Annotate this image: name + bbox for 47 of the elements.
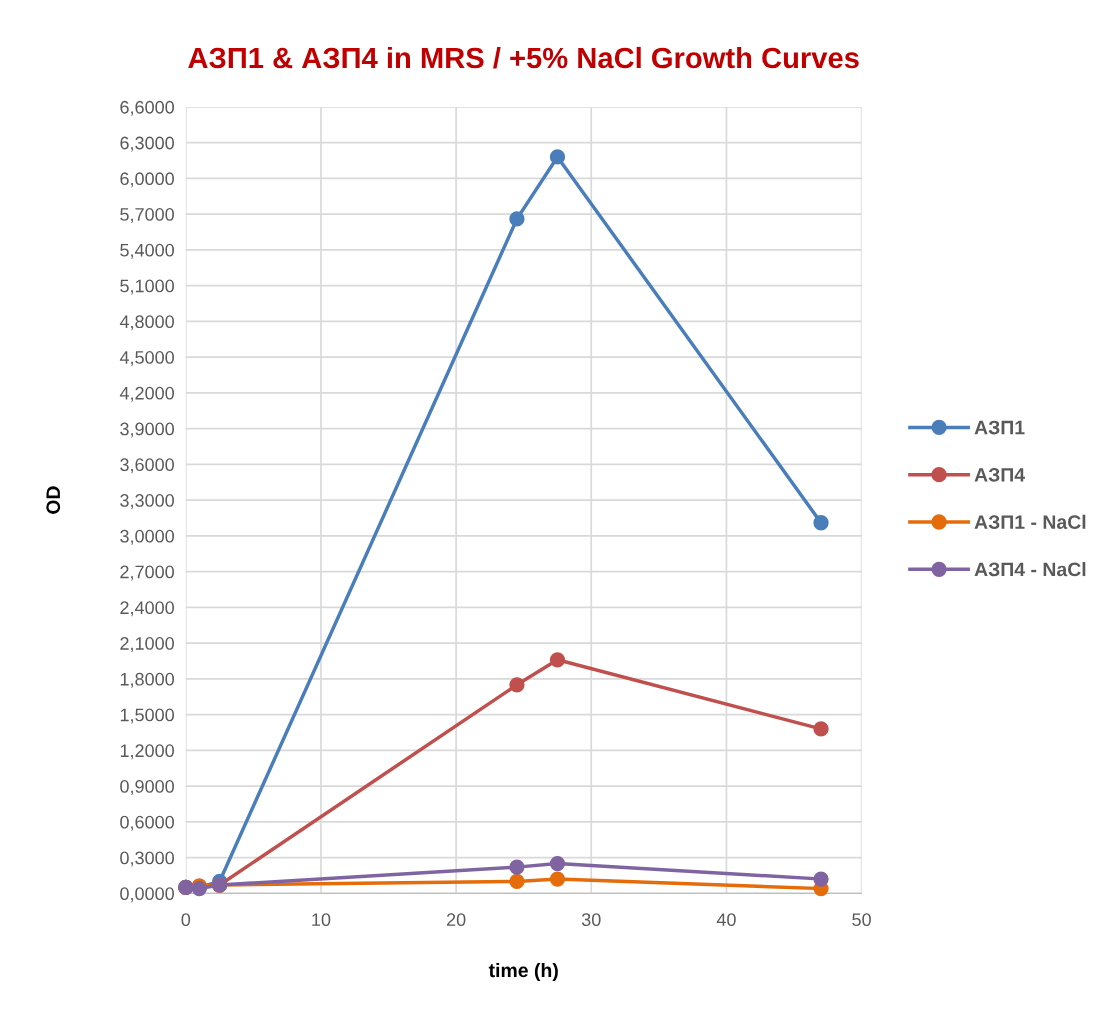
y-tick-label: 3,3000 — [120, 494, 174, 509]
y-tick-label: 6,0000 — [120, 172, 174, 188]
chart-title: АЗП1 & АЗП4 in MRS / +5% NaCl Growth Curves — [188, 46, 859, 69]
legend-label: АЗП4 — [974, 467, 1025, 482]
x-tick-label: 30 — [581, 913, 601, 927]
point — [509, 873, 525, 890]
y-tick-label: 4,2000 — [119, 386, 174, 402]
point — [549, 652, 566, 668]
point — [509, 859, 525, 875]
y-tick-label: 2,7000 — [120, 565, 174, 581]
y-tick-label: 2,4000 — [120, 601, 174, 617]
y-tick-label: 5,1000 — [120, 279, 174, 295]
y-tick-label: 0,3000 — [120, 851, 174, 867]
y-tick-label: 6,3000 — [120, 136, 174, 152]
point — [549, 149, 566, 165]
y-axis-title: OD — [46, 486, 61, 514]
y-tick-label: 3,9000 — [120, 422, 174, 438]
y-tick-label: 3,0000 — [120, 529, 174, 545]
point — [813, 515, 829, 531]
x-tick-label: 20 — [446, 913, 466, 927]
point — [509, 677, 525, 693]
y-tick-label: 5,4000 — [120, 243, 174, 259]
x-tick-label: 0 — [181, 913, 191, 927]
legend-label: АЗП1 - NaCl — [974, 514, 1086, 529]
x-tick-label: 10 — [312, 913, 331, 927]
y-tick-label: 5,7000 — [120, 208, 174, 223]
y-tick-label: 0,6000 — [120, 815, 174, 831]
point — [813, 721, 829, 737]
y-tick-label: 2,1000 — [120, 637, 174, 652]
y-tick-label: 0,9000 — [120, 780, 174, 795]
y-tick-label: 1,8000 — [120, 672, 174, 688]
x-axis-title: time (h) — [488, 962, 558, 982]
y-tick-label: 4,8000 — [119, 315, 174, 331]
point — [549, 855, 566, 872]
x-tick-label: 50 — [852, 913, 871, 927]
x-tick-label: 40 — [716, 913, 736, 927]
legend-label: АЗП1 — [974, 420, 1025, 435]
y-tick-label: 4,5000 — [119, 351, 174, 366]
y-tick-label: 3,6000 — [120, 458, 174, 474]
y-tick-label: 1,2000 — [120, 744, 174, 760]
y-tick-label: 0,0000 — [120, 887, 174, 903]
y-tick-label: 6,6000 — [120, 100, 174, 116]
y-tick-label: 1,5000 — [120, 708, 174, 724]
point — [509, 211, 525, 227]
legend-label: АЗП4 - NaCl — [974, 562, 1086, 577]
point — [549, 871, 566, 887]
point — [813, 871, 829, 887]
